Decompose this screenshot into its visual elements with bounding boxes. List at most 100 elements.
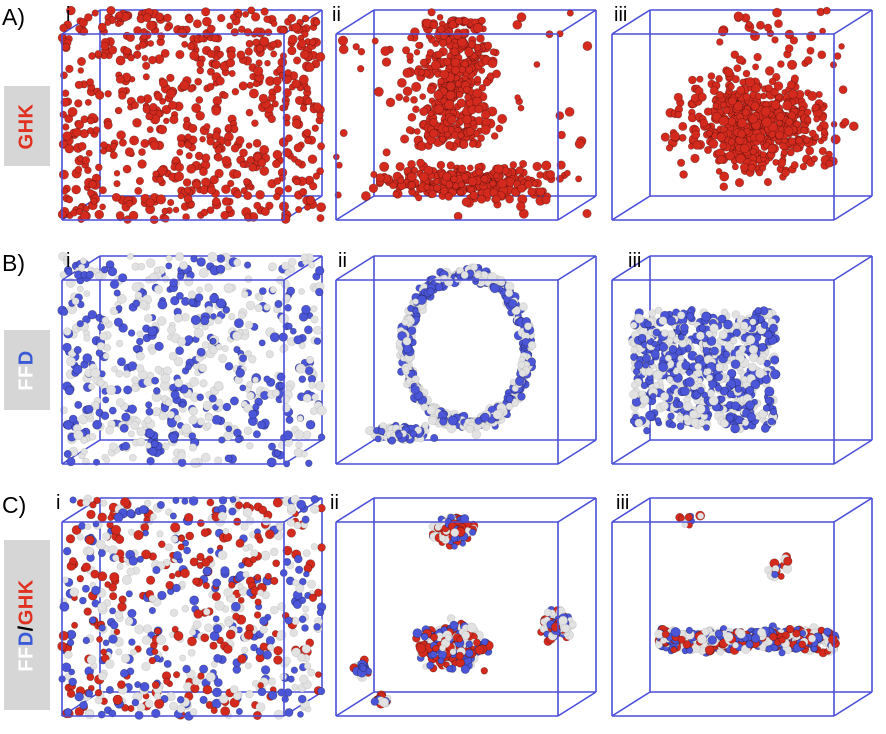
particle (795, 136, 803, 145)
particle (395, 162, 405, 172)
particle (198, 267, 209, 278)
particle (849, 121, 859, 131)
particle (65, 534, 76, 544)
particle (181, 423, 192, 434)
particle (250, 643, 258, 652)
particle (303, 325, 313, 335)
particle (222, 527, 230, 535)
particle (715, 75, 723, 83)
particle (187, 201, 195, 209)
particle (402, 67, 413, 78)
particle (717, 314, 727, 324)
particle (108, 45, 118, 55)
particle (243, 403, 253, 413)
particle (427, 110, 435, 117)
particle (274, 299, 283, 309)
particle (784, 44, 794, 53)
particle (741, 375, 749, 383)
particle (118, 138, 127, 147)
particle (476, 34, 485, 43)
particle (816, 125, 824, 132)
particle (100, 147, 108, 155)
particle (630, 346, 638, 354)
particle (716, 155, 726, 165)
particle (279, 104, 287, 112)
particle (719, 182, 729, 191)
particle (199, 664, 209, 674)
particle (392, 190, 400, 198)
particle (99, 332, 108, 341)
particle (677, 311, 686, 320)
particle (264, 529, 275, 540)
particle (676, 158, 686, 167)
particle (113, 512, 124, 523)
particle (268, 690, 278, 701)
particle (420, 403, 429, 411)
particle (151, 376, 159, 385)
particle (132, 344, 141, 353)
particle (716, 38, 724, 46)
particle (402, 86, 413, 97)
particle (729, 336, 738, 345)
particle (469, 191, 479, 200)
particle (460, 173, 469, 181)
particle (159, 97, 167, 105)
particle (316, 202, 327, 213)
particle (316, 111, 324, 119)
particle (284, 69, 292, 77)
particle (135, 351, 145, 361)
particle (100, 499, 108, 507)
particle (195, 111, 205, 121)
particle (189, 628, 197, 636)
particle (218, 354, 228, 364)
particle (190, 255, 198, 263)
particle (518, 302, 528, 312)
particle (301, 14, 310, 23)
particle (118, 91, 127, 100)
particle (651, 340, 658, 348)
particle (439, 31, 449, 40)
particle (63, 450, 72, 459)
particle (104, 90, 112, 98)
particle (541, 195, 551, 205)
particle (66, 689, 76, 698)
particle (246, 155, 255, 165)
particle (407, 112, 417, 122)
particle (302, 549, 311, 558)
particle (484, 41, 493, 50)
particle (230, 144, 240, 153)
particle (770, 100, 781, 110)
particle (212, 578, 222, 588)
particle (736, 85, 746, 95)
particle (692, 140, 702, 150)
particle (787, 137, 797, 146)
particle (292, 579, 300, 587)
particle (196, 519, 205, 527)
particle (701, 391, 709, 399)
particle (99, 141, 108, 149)
side-tag-part: GHK (15, 103, 38, 149)
side-tag-ffd-ghk: FFD/GHK (4, 540, 50, 710)
particle (143, 624, 153, 634)
particle (715, 167, 723, 175)
particle (738, 345, 747, 353)
particle (235, 501, 244, 510)
particle (206, 82, 215, 91)
particle (200, 316, 210, 326)
particle (196, 393, 204, 402)
particle (566, 9, 574, 17)
particle (151, 648, 159, 656)
particle (207, 185, 216, 195)
particle (252, 403, 260, 411)
particle (154, 627, 162, 635)
particle (440, 187, 449, 196)
particle (314, 671, 322, 678)
particle (300, 253, 309, 262)
particle (238, 562, 245, 569)
particle (412, 298, 419, 305)
particle (189, 595, 200, 606)
particle (154, 698, 165, 709)
particle (184, 133, 192, 141)
particle (95, 349, 104, 357)
particle (722, 350, 731, 359)
